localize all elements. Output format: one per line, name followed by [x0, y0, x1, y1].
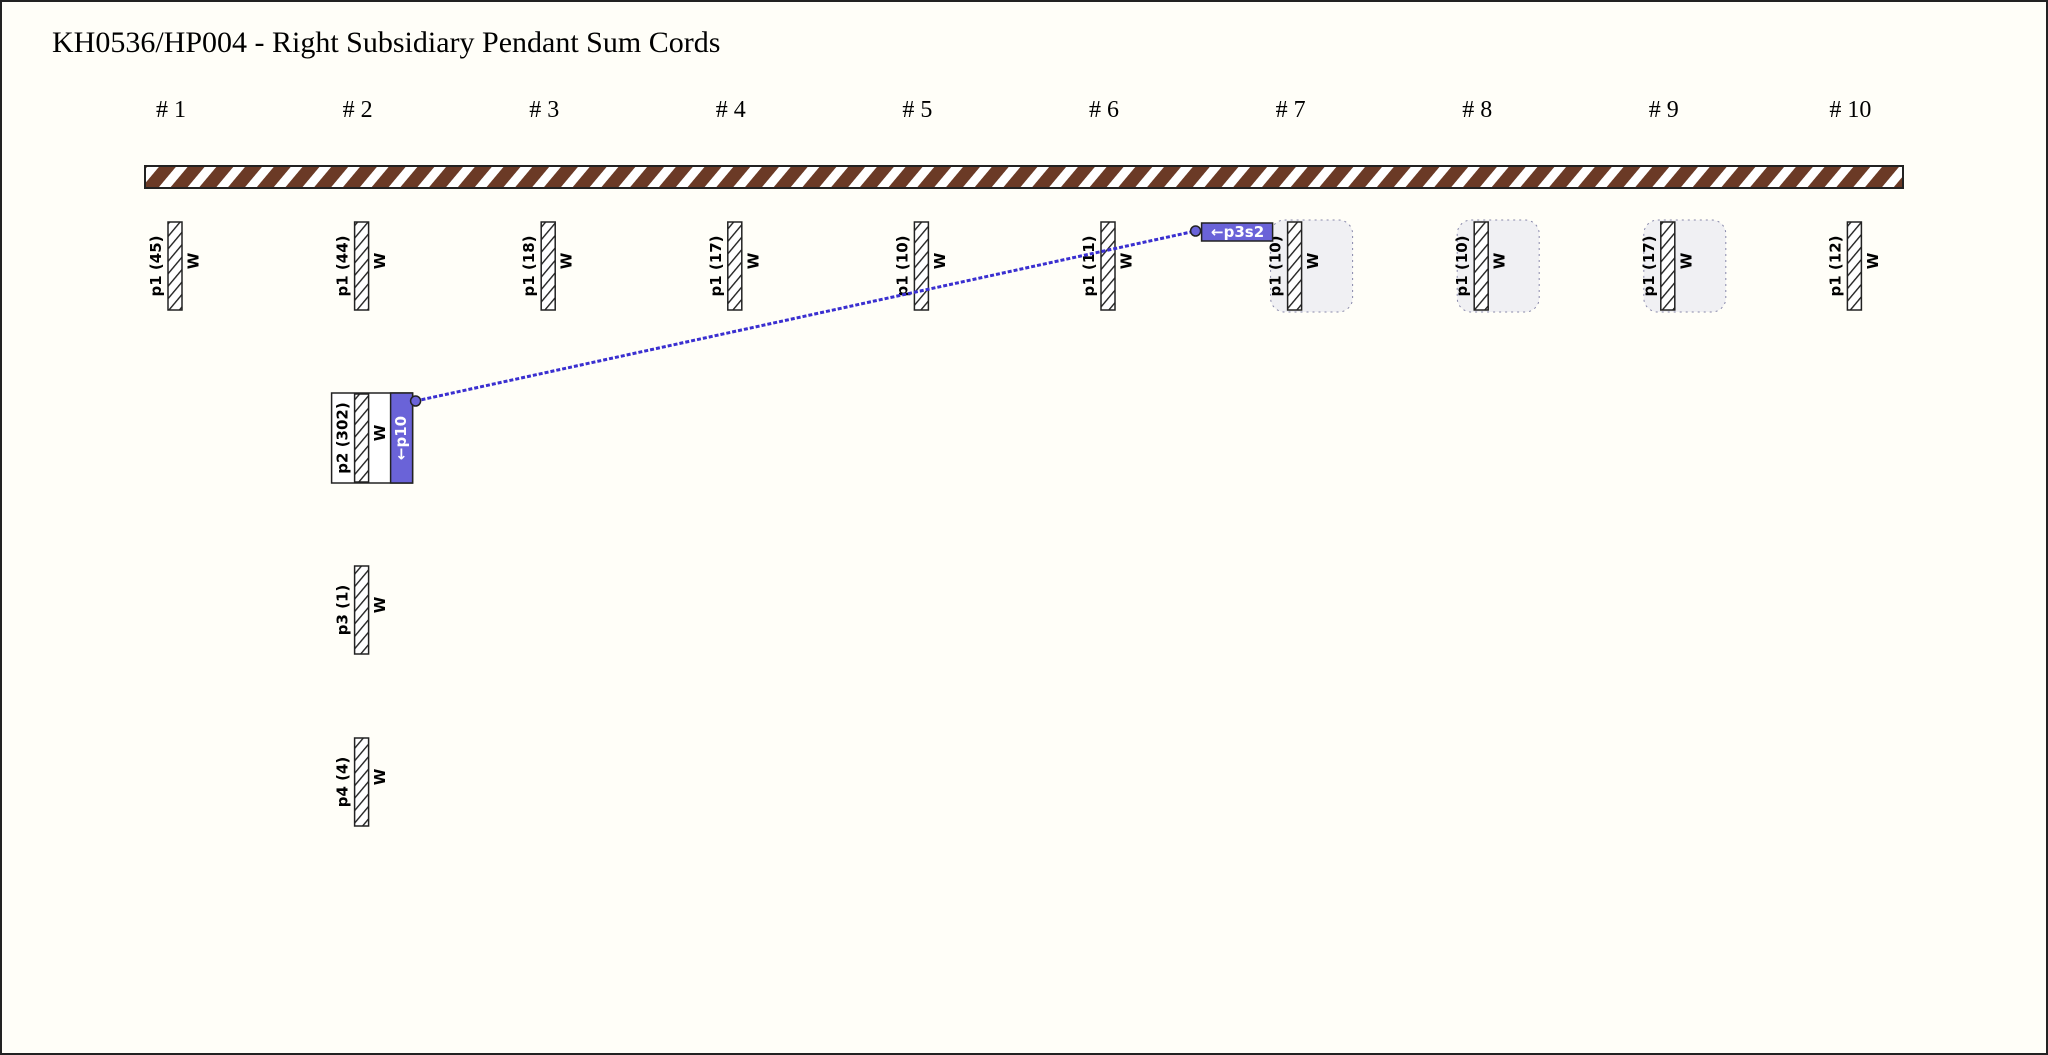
- cord-label: p3 (1): [334, 585, 352, 636]
- sum-label: ←p3s2: [1211, 223, 1264, 241]
- cord: [913, 221, 930, 311]
- cord-color: W: [371, 252, 389, 269]
- cord: [353, 565, 370, 655]
- cord-label: p1 (17): [1640, 236, 1658, 297]
- cord: [353, 737, 370, 827]
- cord-label: p1 (18): [520, 236, 538, 297]
- group-label: # 6: [1089, 97, 1119, 123]
- cord-label: p1 (17): [707, 236, 725, 297]
- group-label: # 2: [343, 97, 373, 123]
- cord-color: W: [1304, 252, 1322, 269]
- cord-label: p1 (10): [1453, 236, 1471, 297]
- cord-color: W: [371, 424, 389, 441]
- link-end: [1189, 225, 1202, 237]
- cord-label: p1 (11): [1080, 236, 1098, 297]
- sum-label: ←p10: [392, 416, 410, 460]
- cord-label: p1 (10): [893, 236, 911, 297]
- sum-tag: [1200, 222, 1274, 242]
- group-label: # 7: [1276, 97, 1306, 123]
- cord: [1473, 221, 1489, 311]
- cord-color: W: [371, 596, 389, 613]
- sum-tag: [389, 392, 414, 484]
- cord: [1846, 221, 1863, 311]
- cord: [540, 221, 556, 311]
- cord-label: p1 (44): [334, 236, 352, 297]
- cord-label: p2 (302): [334, 402, 352, 473]
- group-label: # 10: [1829, 97, 1871, 123]
- cord-color: W: [185, 252, 203, 269]
- cord-label: p1 (10): [1267, 236, 1285, 297]
- cord: [353, 393, 370, 483]
- cord-label: p1 (45): [147, 236, 165, 297]
- cord-color: W: [1118, 252, 1136, 269]
- group-label: # 5: [902, 97, 932, 123]
- cord: [1286, 221, 1303, 311]
- cord: [727, 221, 743, 311]
- cord: [353, 221, 370, 311]
- cord-color: W: [371, 768, 389, 785]
- cord-color: W: [1864, 252, 1882, 269]
- cord-label: p1 (12): [1826, 236, 1844, 297]
- group-label: # 1: [156, 97, 186, 123]
- cord: [1660, 221, 1676, 311]
- cord-color: W: [558, 252, 576, 269]
- cord-color: W: [931, 252, 949, 269]
- cord-color: W: [1677, 252, 1695, 269]
- cord: [1100, 221, 1116, 311]
- cord-color: W: [1491, 252, 1509, 269]
- title: KH0536/HP004 - Right Subsidiary Pendant …: [52, 26, 720, 59]
- link-end: [409, 395, 422, 407]
- group-label: # 3: [529, 97, 559, 123]
- group-label: # 9: [1649, 97, 1679, 123]
- primary-cord: [144, 165, 1904, 189]
- cord: [167, 221, 183, 311]
- sum-link: [415, 229, 1196, 403]
- group-label: # 4: [716, 97, 746, 123]
- cord-label: p4 (4): [334, 757, 352, 808]
- group-label: # 8: [1462, 97, 1492, 123]
- cord-color: W: [744, 252, 762, 269]
